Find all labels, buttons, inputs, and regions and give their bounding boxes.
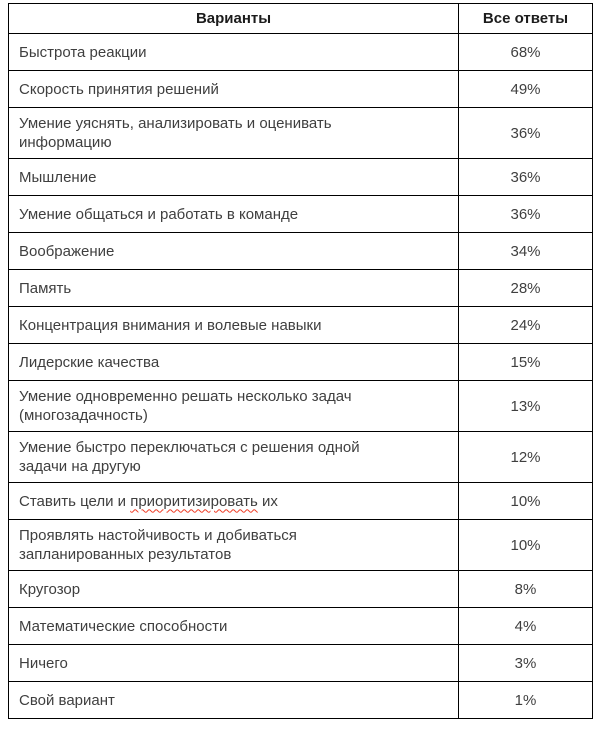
value-cell: 36% xyxy=(458,158,593,196)
value-cell: 24% xyxy=(458,306,593,344)
table-row: Умение общаться и работать в команде 36% xyxy=(8,195,593,233)
option-cell: Проявлять настойчивость и добиваться зап… xyxy=(8,519,459,571)
option-cell: Умение быстро переключаться с решения од… xyxy=(8,431,459,483)
option-cell: Свой вариант xyxy=(8,681,459,719)
value-cell: 36% xyxy=(458,195,593,233)
option-cell: Математические способности xyxy=(8,607,459,645)
table-row: Умение одновременно решать несколько зад… xyxy=(8,380,593,432)
value-cell: 13% xyxy=(458,380,593,432)
table-row: Мышление 36% xyxy=(8,158,593,196)
option-cell: Воображение xyxy=(8,232,459,270)
survey-results-container: Варианты Все ответы Быстрота реакции 68% С… xyxy=(8,3,593,719)
misspelled-word: приоритизировать xyxy=(130,492,258,510)
survey-results-table: Варианты Все ответы Быстрота реакции 68% С… xyxy=(8,3,593,719)
table-row: Кругозор 8% xyxy=(8,570,593,608)
value-cell: 68% xyxy=(458,33,593,71)
table-row: Математические способности 4% xyxy=(8,607,593,645)
value-cell: 8% xyxy=(458,570,593,608)
table-row: Ничего 3% xyxy=(8,644,593,682)
value-cell: 15% xyxy=(458,343,593,381)
table-row: Умение быстро переключаться с решения од… xyxy=(8,431,593,483)
table-row: Воображение 34% xyxy=(8,232,593,270)
table-row: Концентрация внимания и волевые навыки 24… xyxy=(8,306,593,344)
header-row: Варианты Все ответы xyxy=(8,3,593,34)
answers-column-header: Все ответы xyxy=(458,3,593,34)
table-row: Ставить цели и приоритизировать их 10% xyxy=(8,482,593,520)
table-body: Быстрота реакции 68% Скорость принятия реш… xyxy=(8,33,593,719)
option-cell: Умение уяснять, анализировать и оцениват… xyxy=(8,107,459,159)
option-cell: Кругозор xyxy=(8,570,459,608)
table-row: Память 28% xyxy=(8,269,593,307)
value-cell: 12% xyxy=(458,431,593,483)
value-cell: 28% xyxy=(458,269,593,307)
option-cell: Память xyxy=(8,269,459,307)
table-row: Лидерские качества 15% xyxy=(8,343,593,381)
value-cell: 36% xyxy=(458,107,593,159)
option-cell: Ставить цели и приоритизировать их xyxy=(8,482,459,520)
option-cell: Ничего xyxy=(8,644,459,682)
option-cell: Мышление xyxy=(8,158,459,196)
value-cell: 10% xyxy=(458,519,593,571)
value-cell: 34% xyxy=(458,232,593,270)
value-cell: 3% xyxy=(458,644,593,682)
value-cell: 10% xyxy=(458,482,593,520)
option-cell: Концентрация внимания и волевые навыки xyxy=(8,306,459,344)
value-cell: 4% xyxy=(458,607,593,645)
option-text-part: их xyxy=(257,492,278,510)
options-column-header: Варианты xyxy=(8,3,459,34)
table-row: Умение уяснять, анализировать и оцениват… xyxy=(8,107,593,159)
option-cell: Умение одновременно решать несколько зад… xyxy=(8,380,459,432)
option-cell: Лидерские качества xyxy=(8,343,459,381)
option-cell: Умение общаться и работать в команде xyxy=(8,195,459,233)
table-row: Скорость принятия решений 49% xyxy=(8,70,593,108)
table-row: Свой вариант 1% xyxy=(8,681,593,719)
option-text-part: Ставить цели и xyxy=(19,492,131,510)
value-cell: 49% xyxy=(458,70,593,108)
option-cell: Быстрота реакции xyxy=(8,33,459,71)
table-row: Проявлять настойчивость и добиваться зап… xyxy=(8,519,593,571)
table-row: Быстрота реакции 68% xyxy=(8,33,593,71)
option-cell: Скорость принятия решений xyxy=(8,70,459,108)
value-cell: 1% xyxy=(458,681,593,719)
